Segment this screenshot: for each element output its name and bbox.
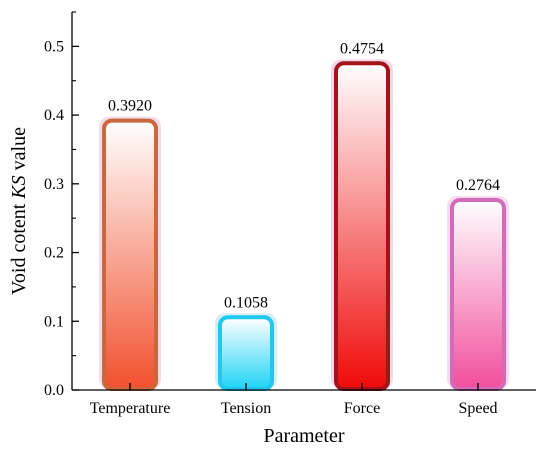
y-tick-label: 0.3 bbox=[44, 176, 64, 193]
y-tick-label: 0.2 bbox=[44, 245, 64, 262]
data-label: 0.4754 bbox=[340, 40, 384, 57]
y-tick-label: 0.0 bbox=[44, 382, 64, 399]
bar-force bbox=[331, 59, 393, 392]
x-tick-label: Speed bbox=[458, 400, 497, 417]
data-label: 0.3920 bbox=[108, 98, 152, 115]
bars-layer bbox=[99, 59, 509, 392]
bar bbox=[334, 61, 390, 392]
y-axis-title: Void cotent KS value bbox=[8, 127, 30, 295]
ticks-layer bbox=[72, 11, 479, 391]
bar bbox=[450, 198, 506, 391]
x-tick-label: Tension bbox=[221, 400, 271, 417]
data-label: 0.1058 bbox=[224, 294, 268, 311]
bar-speed bbox=[447, 196, 509, 391]
bar bbox=[102, 118, 158, 392]
y-tick-label: 0.5 bbox=[44, 38, 64, 55]
bar bbox=[218, 315, 274, 392]
y-tick-label: 0.1 bbox=[44, 313, 64, 330]
x-axis-title: Parameter bbox=[263, 425, 344, 447]
y-axis-title-suffix: value bbox=[8, 127, 30, 175]
data-label: 0.2764 bbox=[456, 177, 500, 194]
y-axis-title-italic: KS bbox=[8, 175, 30, 199]
y-tick-label: 0.4 bbox=[44, 107, 64, 124]
x-tick-label: Force bbox=[344, 400, 380, 417]
bar-tension bbox=[215, 313, 277, 392]
x-tick-label: Temperature bbox=[90, 400, 171, 417]
bar-temperature bbox=[99, 116, 161, 392]
labels-layer: 0.0 0.1 0.2 0.3 0.4 0.5 0.3920 Temperature 0.105… bbox=[44, 38, 500, 417]
y-axis-title-prefix: Void cotent bbox=[8, 199, 30, 295]
